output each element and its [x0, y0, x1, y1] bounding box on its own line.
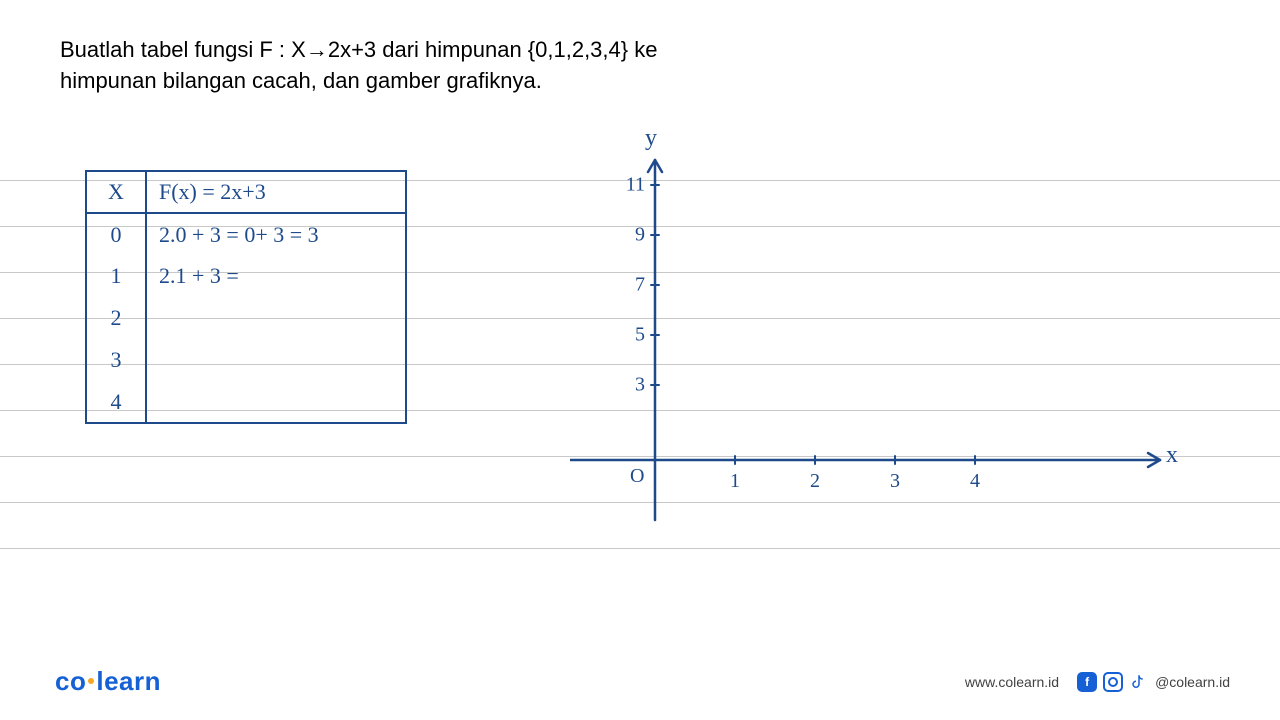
table-cell-fx: [146, 381, 406, 423]
social-icons: f @colearn.id: [1077, 672, 1230, 692]
x-tick-label: 3: [890, 470, 900, 493]
y-tick-label: 3: [615, 374, 645, 397]
table-header-x: X: [86, 171, 146, 213]
y-axis-label: y: [645, 125, 657, 152]
x-axis-label: x: [1166, 442, 1178, 469]
table-row: 3: [86, 339, 406, 381]
facebook-icon: f: [1077, 672, 1097, 692]
table-cell-x: 2: [86, 297, 146, 339]
question-line1b: 2x+3 dari himpunan {0,1,2,3,4} ke: [328, 37, 658, 62]
table-cell-fx: 2.0 + 3 = 0+ 3 = 3: [146, 213, 406, 255]
logo-part-a: co: [55, 666, 86, 696]
table-row: 12.1 + 3 =: [86, 255, 406, 297]
social-handle: @colearn.id: [1155, 674, 1230, 690]
table-cell-x: 1: [86, 255, 146, 297]
function-table: X F(x) = 2x+3 02.0 + 3 = 0+ 3 = 312.1 + …: [85, 170, 407, 424]
table-cell-fx: 2.1 + 3 =: [146, 255, 406, 297]
x-tick-label: 4: [970, 470, 980, 493]
instagram-icon: [1103, 672, 1123, 692]
footer-right: www.colearn.id f @colearn.id: [965, 672, 1230, 692]
table-row: 02.0 + 3 = 0+ 3 = 3: [86, 213, 406, 255]
tiktok-icon: [1129, 672, 1149, 692]
y-tick-label: 9: [615, 224, 645, 247]
y-tick-label: 7: [615, 274, 645, 297]
table-cell-fx: [146, 297, 406, 339]
table-cell-x: 4: [86, 381, 146, 423]
table-cell-x: 0: [86, 213, 146, 255]
table-row: 2: [86, 297, 406, 339]
table-header-row: X F(x) = 2x+3: [86, 171, 406, 213]
arrow-icon: →: [306, 37, 328, 62]
table-cell-fx: [146, 339, 406, 381]
footer-url: www.colearn.id: [965, 674, 1059, 690]
question-line2: himpunan bilangan cacah, dan gamber graf…: [60, 68, 542, 93]
y-tick-label: 5: [615, 324, 645, 347]
logo-dot-icon: [88, 678, 94, 684]
chart-area: y x O 357911 1234: [570, 130, 1190, 530]
question-line1a: Buatlah tabel fungsi F : X: [60, 37, 306, 62]
y-tick-label: 11: [615, 174, 645, 197]
origin-label: O: [630, 465, 644, 488]
paper-line: [0, 548, 1280, 549]
logo-part-b: learn: [96, 666, 161, 696]
table-cell-x: 3: [86, 339, 146, 381]
footer: colearn www.colearn.id f @colearn.id: [0, 662, 1280, 702]
question-text: Buatlah tabel fungsi F : X→2x+3 dari him…: [60, 35, 657, 97]
table-row: 4: [86, 381, 406, 423]
table-header-fx: F(x) = 2x+3: [146, 171, 406, 213]
x-tick-label: 2: [810, 470, 820, 493]
x-tick-label: 1: [730, 470, 740, 493]
axes-svg: [570, 130, 1190, 530]
colearn-logo: colearn: [55, 666, 161, 697]
